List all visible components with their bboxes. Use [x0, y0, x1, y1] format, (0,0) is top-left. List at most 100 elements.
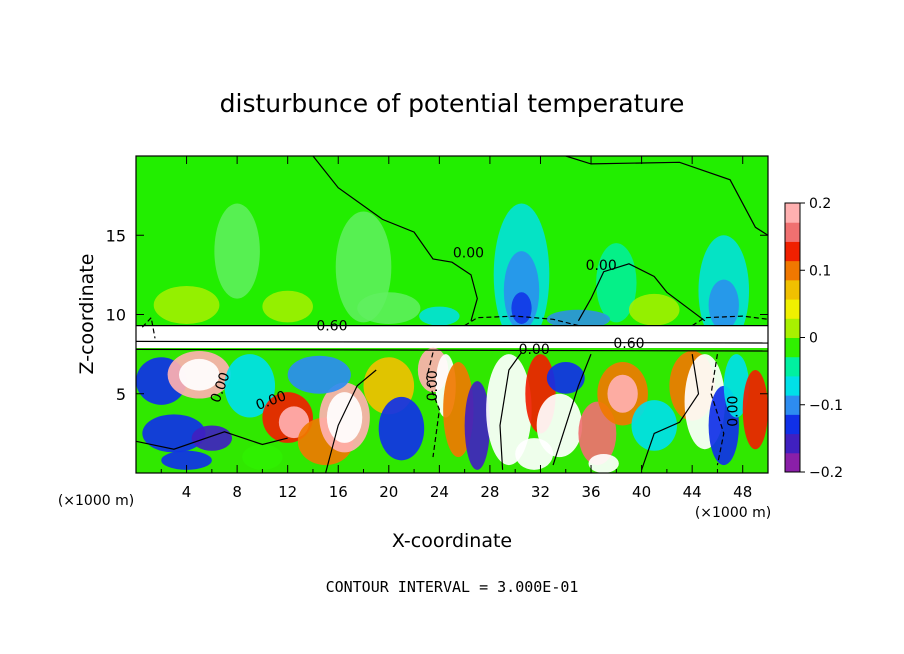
colorbar-swatch [785, 414, 800, 435]
contour-solid-lower-4 [641, 354, 700, 470]
y-axis: 5 10 15 [106, 226, 768, 404]
lower-anomaly [142, 414, 206, 453]
x-unit-left: (×1000 m) [58, 493, 134, 509]
x-axis-label: X-coordinate [392, 530, 512, 552]
x-tick-label: 8 [232, 483, 242, 501]
lower-anomaly [588, 453, 619, 473]
x-tick-label: 20 [379, 483, 398, 501]
contour-zero-right [577, 263, 706, 322]
lower-anomaly [378, 396, 425, 461]
x-tick-label: 12 [278, 483, 297, 501]
upper-anomaly [596, 243, 637, 323]
contour-label: 0.00 [453, 245, 484, 261]
stable-layer [136, 326, 768, 348]
contour-lines [136, 156, 768, 473]
contour-zero-upper-right [565, 156, 768, 236]
y-tick-label: 15 [106, 226, 126, 245]
x-tick-label: 44 [683, 483, 702, 501]
colorbar-tick-label: −0.2 [809, 465, 843, 481]
heatmap-field: 0.000.000.600.600.000.00 0.00 0.000.00 [136, 156, 768, 473]
lower-anomaly [242, 444, 283, 470]
contour-label: 0.00 [519, 342, 550, 358]
upper-anomaly [262, 290, 313, 323]
contour-solid-lower-1 [499, 352, 522, 470]
colorbar-tick-label: 0 [809, 331, 818, 347]
lower-anomaly [178, 358, 220, 391]
x-tick-label: 28 [480, 483, 499, 501]
contour-dashed-hill-2 [691, 315, 768, 327]
colorbar-swatch [785, 452, 800, 473]
x-tick-label: 36 [581, 483, 600, 501]
colorbar-swatch [785, 222, 800, 242]
colorbar-swatch [785, 299, 800, 319]
colorbar-swatch [785, 318, 800, 338]
lower-anomalies [136, 347, 768, 473]
upper-anomalies [153, 203, 750, 347]
upper-anomaly [419, 306, 460, 326]
contour-060-bottom [136, 340, 768, 344]
contour-dashed-hill-left [141, 316, 156, 339]
y-tick-label: 5 [116, 385, 126, 404]
chart-title: disturbunce of potential temperature [220, 89, 685, 118]
x-tick-label: 32 [531, 483, 550, 501]
contour-label: 0.60 [316, 318, 347, 334]
lower-anomaly [546, 362, 585, 394]
colorbar-swatch [785, 433, 800, 454]
contour-dashed-lower-2 [710, 354, 725, 466]
lower-anomaly [515, 438, 554, 470]
contour-stable-base [136, 348, 768, 352]
x-tick-label: 16 [329, 483, 348, 501]
x-tick-label: 48 [733, 483, 752, 501]
upper-anomaly [511, 292, 532, 325]
contour-solid-lower-2 [325, 369, 377, 473]
lower-anomaly [326, 392, 363, 443]
lower-anomaly [224, 354, 276, 418]
colorbar-tick-label: 0.1 [809, 263, 831, 279]
contour-label: 0.00 [726, 396, 742, 427]
upper-anomaly [214, 203, 260, 299]
lower-anomaly [631, 400, 677, 451]
lower-anomaly [723, 354, 750, 418]
upper-anomaly [628, 293, 680, 326]
contour-interval-note: CONTOUR INTERVAL = 3.000E-01 [326, 578, 579, 596]
upper-anomaly [357, 292, 421, 325]
colorbar-swatch [785, 375, 800, 396]
lower-anomaly [742, 369, 768, 450]
upper-anomaly [153, 285, 220, 325]
colorbar-swatch [785, 337, 800, 358]
y-axis-label: Z-coordinate [76, 254, 98, 375]
contour-label: 0.00 [425, 370, 441, 401]
contour-label: 0.00 [586, 258, 617, 274]
colorbar-tick-label: −0.1 [809, 398, 843, 414]
colorbar-swatch [785, 279, 800, 300]
x-unit-right: (×1000 m) [695, 505, 771, 521]
lower-anomaly [464, 381, 490, 470]
contour-label: 0.60 [613, 336, 644, 352]
contour-solid-lower-3 [552, 353, 592, 466]
contour-labels: 0.000.000.600.600.000.00 0.00 0.000.00 [208, 245, 742, 426]
x-tick-label: 40 [632, 483, 651, 501]
colorbar-swatch [785, 395, 800, 415]
upper-anomaly [546, 309, 611, 329]
colorbar-tick-label: 0.2 [809, 196, 831, 212]
contour-dashed-lower-1 [426, 352, 441, 458]
contour-dashed-hill-1 [464, 315, 579, 327]
x-axis: 4 8 12 16 20 24 28 32 36 40 44 48 [160, 156, 752, 501]
lower-anomaly [607, 374, 638, 413]
x-tick-label: 4 [182, 483, 192, 501]
y-tick-label: 10 [106, 306, 126, 325]
colorbar-swatch [785, 203, 800, 223]
contour-solid-lower-5 [136, 431, 288, 450]
lower-anomaly [191, 425, 233, 451]
colorbar-swatch [785, 241, 800, 262]
contour-zero-upper [312, 156, 478, 321]
lower-anomaly [287, 355, 351, 394]
colorbar-swatch [785, 356, 800, 377]
lower-anomaly [161, 450, 212, 470]
x-tick-label: 24 [430, 483, 449, 501]
lower-anomaly [486, 354, 532, 466]
upper-anomaly [708, 279, 739, 331]
colorbar-swatch [785, 260, 800, 281]
colorbar: 0.2 0.1 0 −0.1 −0.2 [784, 196, 843, 481]
